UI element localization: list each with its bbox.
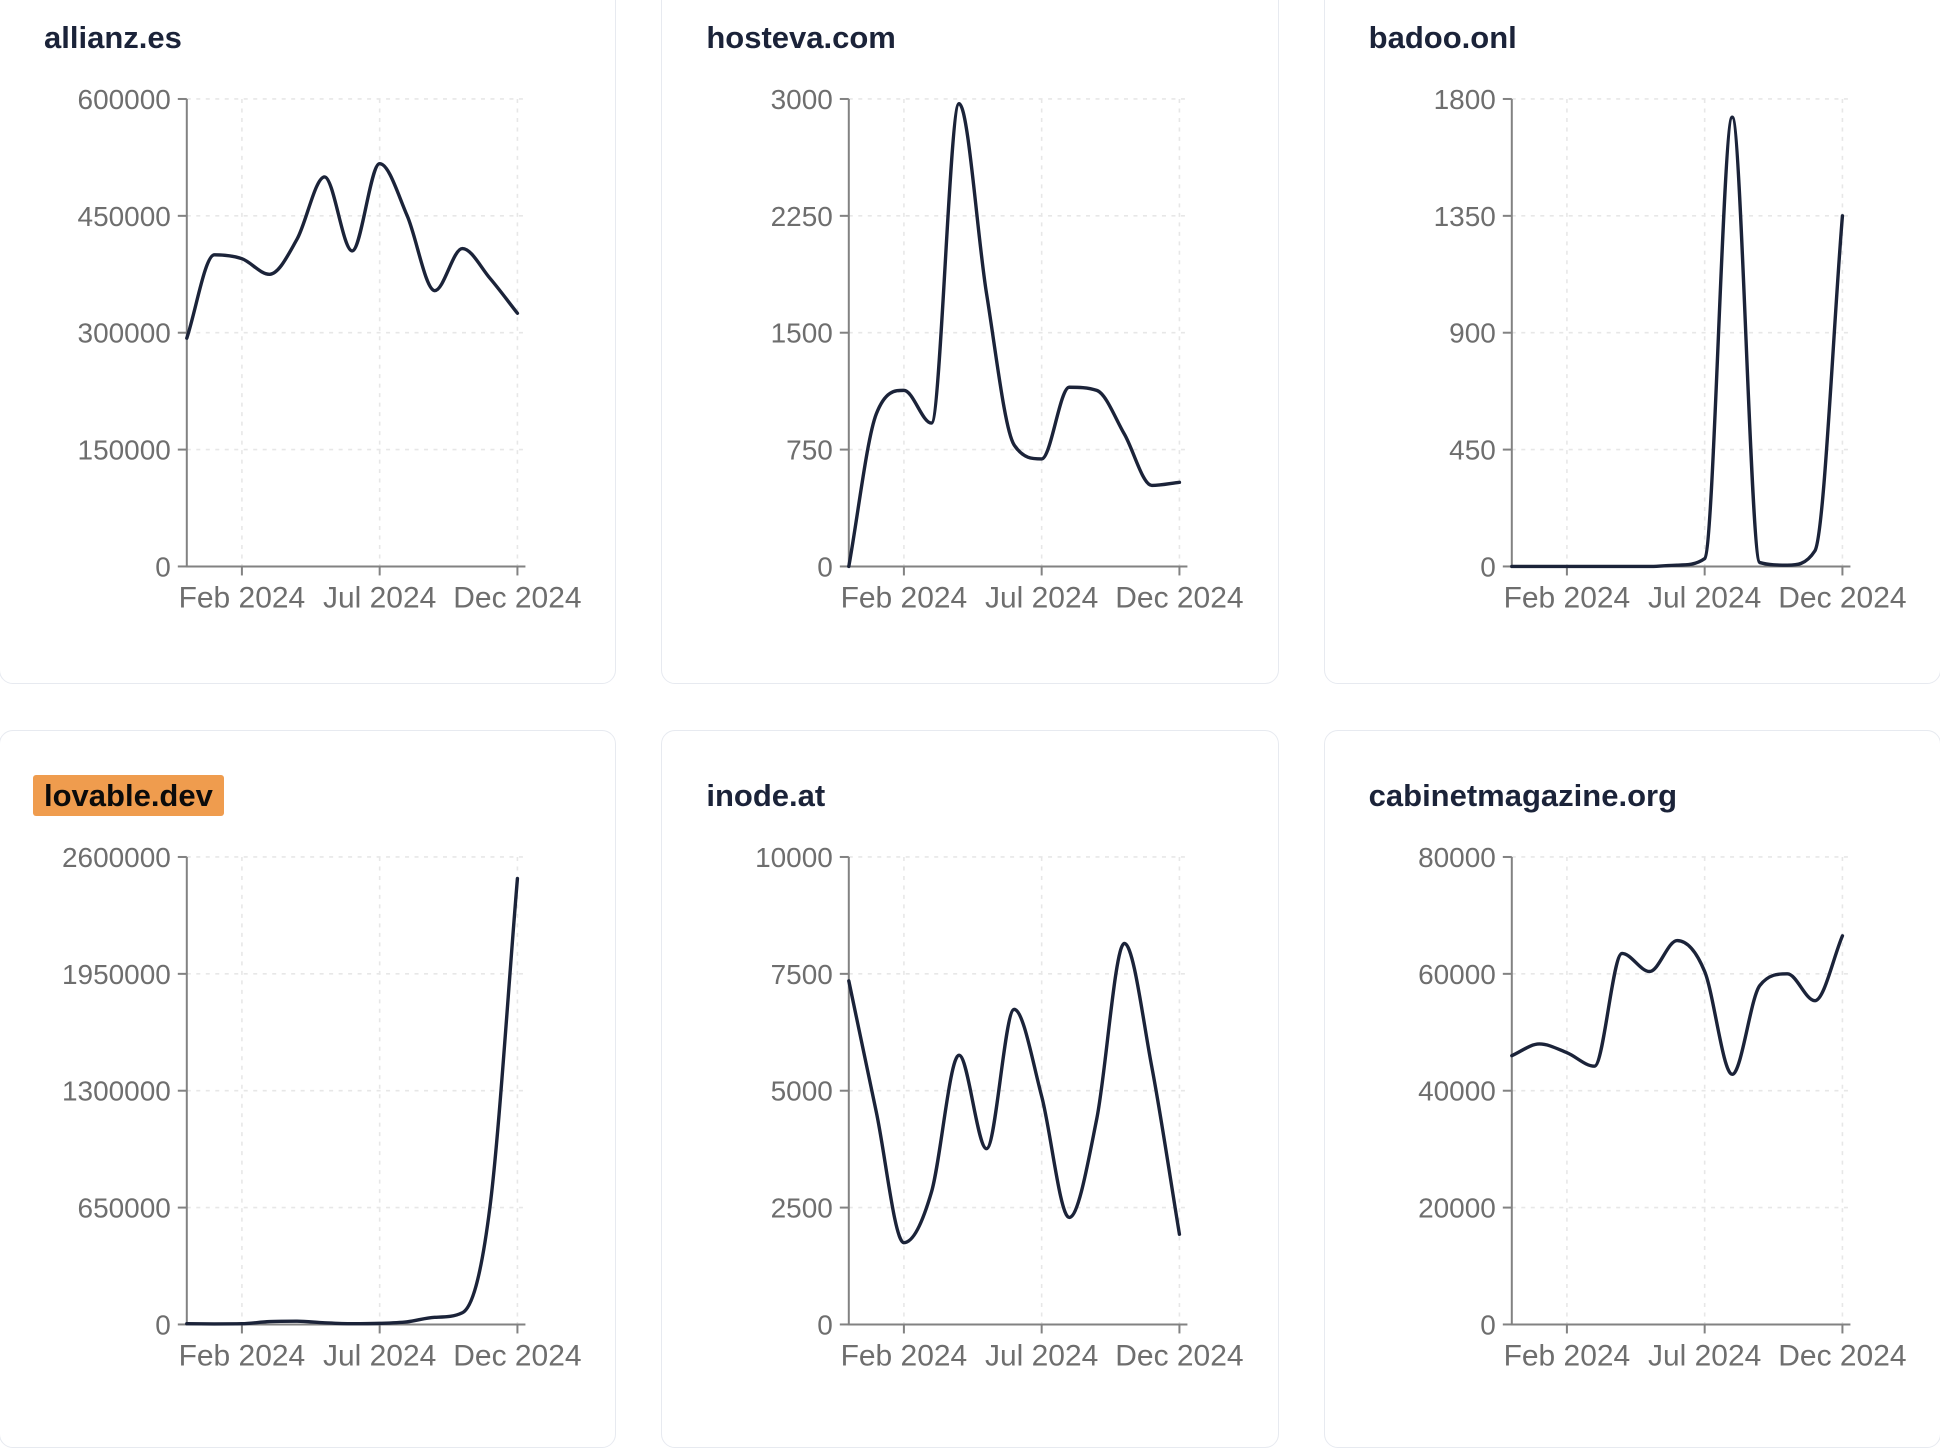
svg-text:Dec 2024: Dec 2024 <box>1778 1339 1906 1372</box>
svg-text:Jul 2024: Jul 2024 <box>323 581 436 614</box>
svg-text:Feb 2024: Feb 2024 <box>179 581 306 614</box>
svg-text:650000: 650000 <box>78 1193 171 1224</box>
chart-title: hosteva.com <box>706 19 1277 57</box>
svg-text:0: 0 <box>1480 1309 1496 1340</box>
svg-text:0: 0 <box>155 1309 171 1340</box>
svg-text:10000: 10000 <box>755 842 833 873</box>
chart-title: cabinetmagazine.org <box>1369 777 1940 815</box>
svg-text:Jul 2024: Jul 2024 <box>323 1339 436 1372</box>
svg-text:Feb 2024: Feb 2024 <box>1503 1339 1630 1372</box>
svg-text:Dec 2024: Dec 2024 <box>1116 581 1244 614</box>
line-chart: 0 2500 5000 7500 10000 Feb 2024 Jul 2024 Dec 20… <box>755 842 1244 1372</box>
svg-text:2600000: 2600000 <box>62 842 171 873</box>
line-chart: 0 450 900 1350 1800 Feb 2024 Jul 2024 Dec 2024 <box>1433 84 1906 614</box>
chart-card-badoo: badoo.onl 0 450 900 1350 1800 Feb 2024 Jul 202… <box>1323 0 1940 684</box>
chart-card-hosteva: hosteva.com 0 750 1500 2250 3000 Feb 2024 Jul … <box>661 0 1279 684</box>
svg-text:0: 0 <box>818 1309 834 1340</box>
line-chart: 0 20000 40000 60000 80000 Feb 2024 Jul 2024 Dec… <box>1418 842 1906 1372</box>
svg-text:Jul 2024: Jul 2024 <box>985 1339 1098 1372</box>
chart-title: allianz.es <box>44 19 615 57</box>
svg-text:150000: 150000 <box>78 435 171 466</box>
domain-label[interactable]: hosteva.com <box>706 20 896 55</box>
domain-label[interactable]: allianz.es <box>44 20 182 55</box>
svg-text:2500: 2500 <box>771 1193 833 1224</box>
domain-label[interactable]: cabinetmagazine.org <box>1368 778 1678 813</box>
svg-text:750: 750 <box>787 435 834 466</box>
svg-text:2250: 2250 <box>771 201 833 232</box>
line-chart: 0 150000 300000 450000 600000 Feb 2024 Jul 202… <box>78 84 582 614</box>
domain-label[interactable]: lovable.dev <box>33 775 224 816</box>
svg-text:1950000: 1950000 <box>62 959 171 990</box>
chart-title: badoo.onl <box>1369 19 1940 57</box>
chart-card-cabinetmagazine: cabinetmagazine.org 0 20000 40000 60000 8000… <box>1323 730 1940 1448</box>
svg-text:600000: 600000 <box>78 84 171 115</box>
svg-text:Jul 2024: Jul 2024 <box>1648 581 1761 614</box>
domain-label[interactable]: inode.at <box>706 778 826 813</box>
svg-text:Jul 2024: Jul 2024 <box>1648 1339 1761 1372</box>
line-chart: 0 750 1500 2250 3000 Feb 2024 Jul 2024 Dec 2024 <box>771 84 1244 614</box>
svg-text:Feb 2024: Feb 2024 <box>179 1339 306 1372</box>
svg-text:Dec 2024: Dec 2024 <box>453 581 581 614</box>
svg-text:Feb 2024: Feb 2024 <box>841 581 968 614</box>
chart-card-allianz: allianz.es 0 150000 300000 450000 600000 Feb … <box>0 0 617 684</box>
svg-text:20000: 20000 <box>1418 1193 1496 1224</box>
svg-text:Dec 2024: Dec 2024 <box>1116 1339 1244 1372</box>
svg-text:Dec 2024: Dec 2024 <box>453 1339 581 1372</box>
domain-label[interactable]: badoo.onl <box>1368 20 1517 55</box>
svg-text:Jul 2024: Jul 2024 <box>985 581 1098 614</box>
svg-text:300000: 300000 <box>78 318 171 349</box>
chart-card-inode: inode.at 0 2500 5000 7500 10000 Feb 2024 Jul 2… <box>661 730 1279 1448</box>
svg-text:0: 0 <box>155 551 171 582</box>
line-chart: 0 650000 1300000 1950000 2600000 Feb 2024 Jul … <box>62 842 582 1372</box>
svg-text:0: 0 <box>818 551 834 582</box>
svg-text:7500: 7500 <box>771 959 833 990</box>
svg-text:5000: 5000 <box>771 1076 833 1107</box>
svg-text:900: 900 <box>1449 318 1496 349</box>
svg-text:3000: 3000 <box>771 84 833 115</box>
svg-text:1300000: 1300000 <box>62 1076 171 1107</box>
svg-text:Feb 2024: Feb 2024 <box>1503 581 1630 614</box>
svg-text:1800: 1800 <box>1433 84 1495 115</box>
svg-text:80000: 80000 <box>1418 842 1496 873</box>
svg-text:60000: 60000 <box>1418 959 1496 990</box>
chart-card-lovable: lovable.dev 0 650000 1300000 1950000 2600000… <box>0 730 617 1448</box>
svg-text:40000: 40000 <box>1418 1076 1496 1107</box>
chart-title: inode.at <box>706 777 1277 815</box>
svg-text:450000: 450000 <box>78 201 171 232</box>
svg-text:1500: 1500 <box>771 318 833 349</box>
svg-text:Feb 2024: Feb 2024 <box>841 1339 968 1372</box>
svg-text:450: 450 <box>1449 435 1496 466</box>
svg-text:0: 0 <box>1480 551 1496 582</box>
svg-text:1350: 1350 <box>1433 201 1495 232</box>
svg-text:Dec 2024: Dec 2024 <box>1778 581 1906 614</box>
chart-title: lovable.dev <box>33 775 615 816</box>
